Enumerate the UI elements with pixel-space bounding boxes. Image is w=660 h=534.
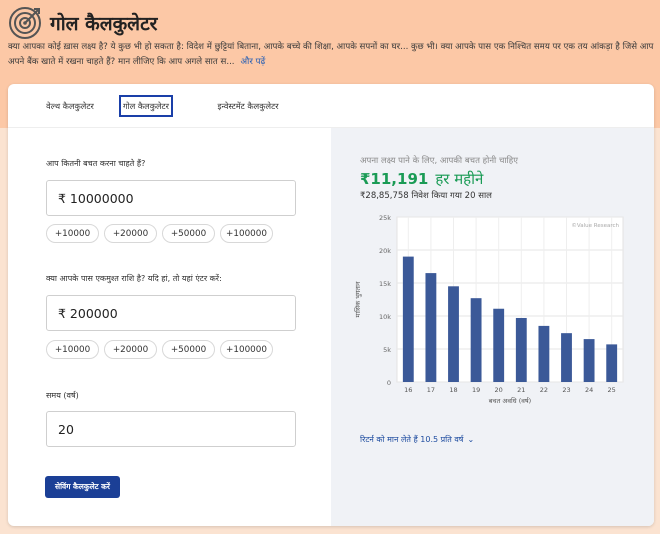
y-tick-label: 10k xyxy=(379,313,391,321)
x-tick-label: 21 xyxy=(517,386,525,394)
chevron-down-icon: ⌄ xyxy=(467,435,475,444)
x-tick-label: 22 xyxy=(540,386,548,394)
add-20000-chip[interactable]: +20000 xyxy=(104,340,157,359)
period-input[interactable]: 20 xyxy=(46,411,296,447)
x-tick-label: 25 xyxy=(608,386,616,394)
add-100000-chip[interactable]: +100000 xyxy=(220,340,273,359)
lumpsum-chips: +10000 +20000 +50000 +100000 xyxy=(46,340,273,359)
x-tick-label: 20 xyxy=(495,386,503,394)
bar xyxy=(538,325,550,382)
target-amount-chips: +10000 +20000 +50000 +100000 xyxy=(46,224,273,243)
x-tick-label: 19 xyxy=(472,386,480,394)
tab-bar: वेल्थ कैलकुलेटर गोल कैलकुलेटर इन्वेस्टमे… xyxy=(8,84,654,128)
header: गोल कैलकुलेटर xyxy=(8,6,157,40)
tab-goal-calculator[interactable]: गोल कैलकुलेटर xyxy=(119,95,173,117)
add-20000-chip[interactable]: +20000 xyxy=(104,224,157,243)
y-tick-label: 20k xyxy=(379,247,391,255)
target-amount-label: आप कितनी बचत करना चाहते हैं? xyxy=(46,159,146,168)
tab-investment-calculator[interactable]: इन्वेस्टमेंट कैलकुलेटर xyxy=(217,100,279,111)
x-tick-label: 24 xyxy=(585,386,593,394)
total-invested: ₹28,85,758 निवेश किया गया 20 साल xyxy=(360,191,492,201)
add-50000-chip[interactable]: +50000 xyxy=(162,340,215,359)
bar xyxy=(470,298,482,382)
watermark: ©Value Research xyxy=(571,222,619,229)
x-tick-label: 23 xyxy=(562,386,570,394)
tab-wealth-calculator[interactable]: वेल्थ कैलकुलेटर xyxy=(46,100,94,111)
target-amount-input[interactable]: ₹ 10000000 xyxy=(46,180,296,216)
add-10000-chip[interactable]: +10000 xyxy=(46,340,99,359)
y-tick-label: 25k xyxy=(379,214,391,222)
bar xyxy=(515,317,527,382)
target-icon xyxy=(9,7,41,39)
intro-body: क्या आपका कोई ख़ास लक्ष्य है? ये कुछ भी … xyxy=(8,42,654,67)
bar xyxy=(561,333,572,382)
lumpsum-input[interactable]: ₹ 200000 xyxy=(46,295,296,331)
calculator-card: वेल्थ कैलकुलेटर गोल कैलकुलेटर इन्वेस्टमे… xyxy=(8,84,654,526)
y-tick-label: 15k xyxy=(379,280,391,288)
lumpsum-label: क्या आपके पास एकमुश्त राशि है? यदि हां, … xyxy=(46,274,222,283)
monthly-amount: ₹11,191 xyxy=(360,170,429,188)
bar xyxy=(448,286,459,382)
page-title: गोल कैलकुलेटर xyxy=(50,13,158,35)
read-more-link[interactable]: और पढ़ें xyxy=(240,57,266,67)
bar xyxy=(402,256,414,382)
return-assumption[interactable]: रिटर्न को मान लेते हैं 10.5 प्रति वर्ष ⌄ xyxy=(360,434,474,445)
bar xyxy=(583,339,595,382)
bar xyxy=(425,273,437,382)
x-tick-label: 16 xyxy=(404,386,412,394)
add-50000-chip[interactable]: +50000 xyxy=(162,224,215,243)
x-tick-label: 18 xyxy=(449,386,457,394)
return-assumption-text: रिटर्न को मान लेते हैं 10.5 प्रति वर्ष xyxy=(360,435,464,444)
per-month-label: हर महीने xyxy=(435,170,484,188)
calculate-savings-button[interactable]: सेविंग कैलकुलेट करें xyxy=(45,476,120,498)
result-intro: अपना लक्ष्य पाने के लिए, आपकी बचत होनी च… xyxy=(360,156,518,166)
bar xyxy=(493,308,505,382)
add-10000-chip[interactable]: +10000 xyxy=(46,224,99,243)
period-label: समय (वर्ष) xyxy=(46,391,79,400)
x-axis-title: बचत अवधि (वर्ष) xyxy=(489,397,531,405)
monthly-savings: ₹11,191 हर महीने xyxy=(360,169,483,189)
x-tick-label: 17 xyxy=(427,386,435,394)
input-panel: आप कितनी बचत करना चाहते हैं? ₹ 10000000 … xyxy=(8,128,331,526)
bar xyxy=(606,344,618,382)
intro-text: क्या आपका कोई ख़ास लक्ष्य है? ये कुछ भी … xyxy=(8,40,656,70)
add-100000-chip[interactable]: +100000 xyxy=(220,224,273,243)
y-tick-label: 5k xyxy=(383,346,391,354)
savings-bar-chart: 0 5k 10k 15k 20k 25k 16 17 18 19 20 21 22 23 24 25 बचत अ… xyxy=(354,214,624,405)
y-axis-title: मासिक भुगतान xyxy=(354,281,362,317)
result-panel: अपना लक्ष्य पाने के लिए, आपकी बचत होनी च… xyxy=(331,128,654,526)
y-tick-label: 0 xyxy=(387,379,391,387)
